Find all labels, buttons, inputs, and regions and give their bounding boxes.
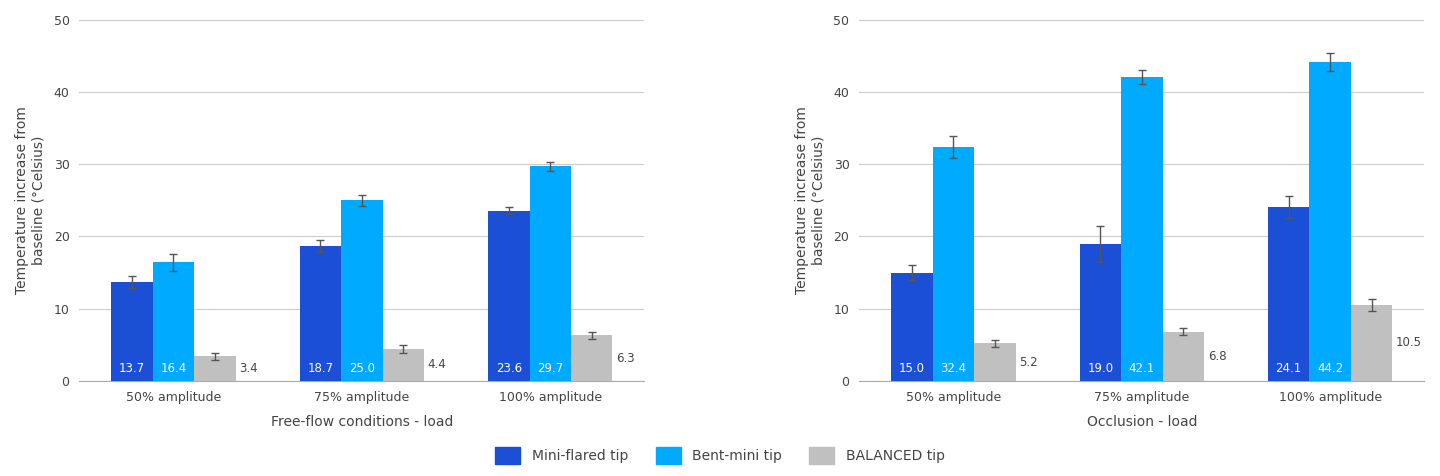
Bar	[341, 200, 383, 381]
Text: 32.4: 32.4	[940, 362, 966, 375]
Text: 3.4: 3.4	[239, 362, 258, 375]
Text: 4.4: 4.4	[428, 358, 446, 371]
Text: 23.6: 23.6	[495, 362, 521, 375]
Bar	[1122, 77, 1162, 381]
Bar	[300, 246, 341, 381]
Text: 24.1: 24.1	[1276, 362, 1302, 375]
Bar	[1162, 332, 1204, 381]
Text: 29.7: 29.7	[537, 362, 563, 375]
Bar	[153, 262, 194, 381]
Text: 25.0: 25.0	[348, 362, 374, 375]
Text: 42.1: 42.1	[1129, 362, 1155, 375]
Text: 16.4: 16.4	[160, 362, 187, 375]
Bar	[973, 343, 1015, 381]
Bar	[570, 335, 612, 381]
Text: 15.0: 15.0	[899, 362, 924, 375]
X-axis label: Occlusion - load: Occlusion - load	[1087, 415, 1197, 428]
X-axis label: Free-flow conditions - load: Free-flow conditions - load	[271, 415, 454, 428]
Text: 13.7: 13.7	[120, 362, 145, 375]
Text: 10.5: 10.5	[1397, 337, 1423, 349]
Bar	[1309, 62, 1351, 381]
Bar	[111, 282, 153, 381]
Text: 6.8: 6.8	[1208, 350, 1227, 363]
Y-axis label: Temperature increase from
baseline (°Celsius): Temperature increase from baseline (°Cel…	[14, 107, 45, 294]
Bar	[1351, 305, 1392, 381]
Bar	[891, 273, 933, 381]
Bar	[194, 356, 236, 381]
Legend: Mini-flared tip, Bent-mini tip, BALANCED tip: Mini-flared tip, Bent-mini tip, BALANCED…	[490, 442, 950, 469]
Bar	[933, 147, 973, 381]
Text: 18.7: 18.7	[307, 362, 334, 375]
Text: 6.3: 6.3	[616, 352, 635, 365]
Y-axis label: Temperature increase from
baseline (°Celsius): Temperature increase from baseline (°Cel…	[795, 107, 825, 294]
Text: 5.2: 5.2	[1020, 356, 1038, 368]
Bar	[530, 167, 570, 381]
Text: 44.2: 44.2	[1318, 362, 1344, 375]
Bar	[1269, 207, 1309, 381]
Bar	[1080, 244, 1122, 381]
Bar	[488, 210, 530, 381]
Text: 19.0: 19.0	[1087, 362, 1113, 375]
Bar	[383, 349, 423, 381]
